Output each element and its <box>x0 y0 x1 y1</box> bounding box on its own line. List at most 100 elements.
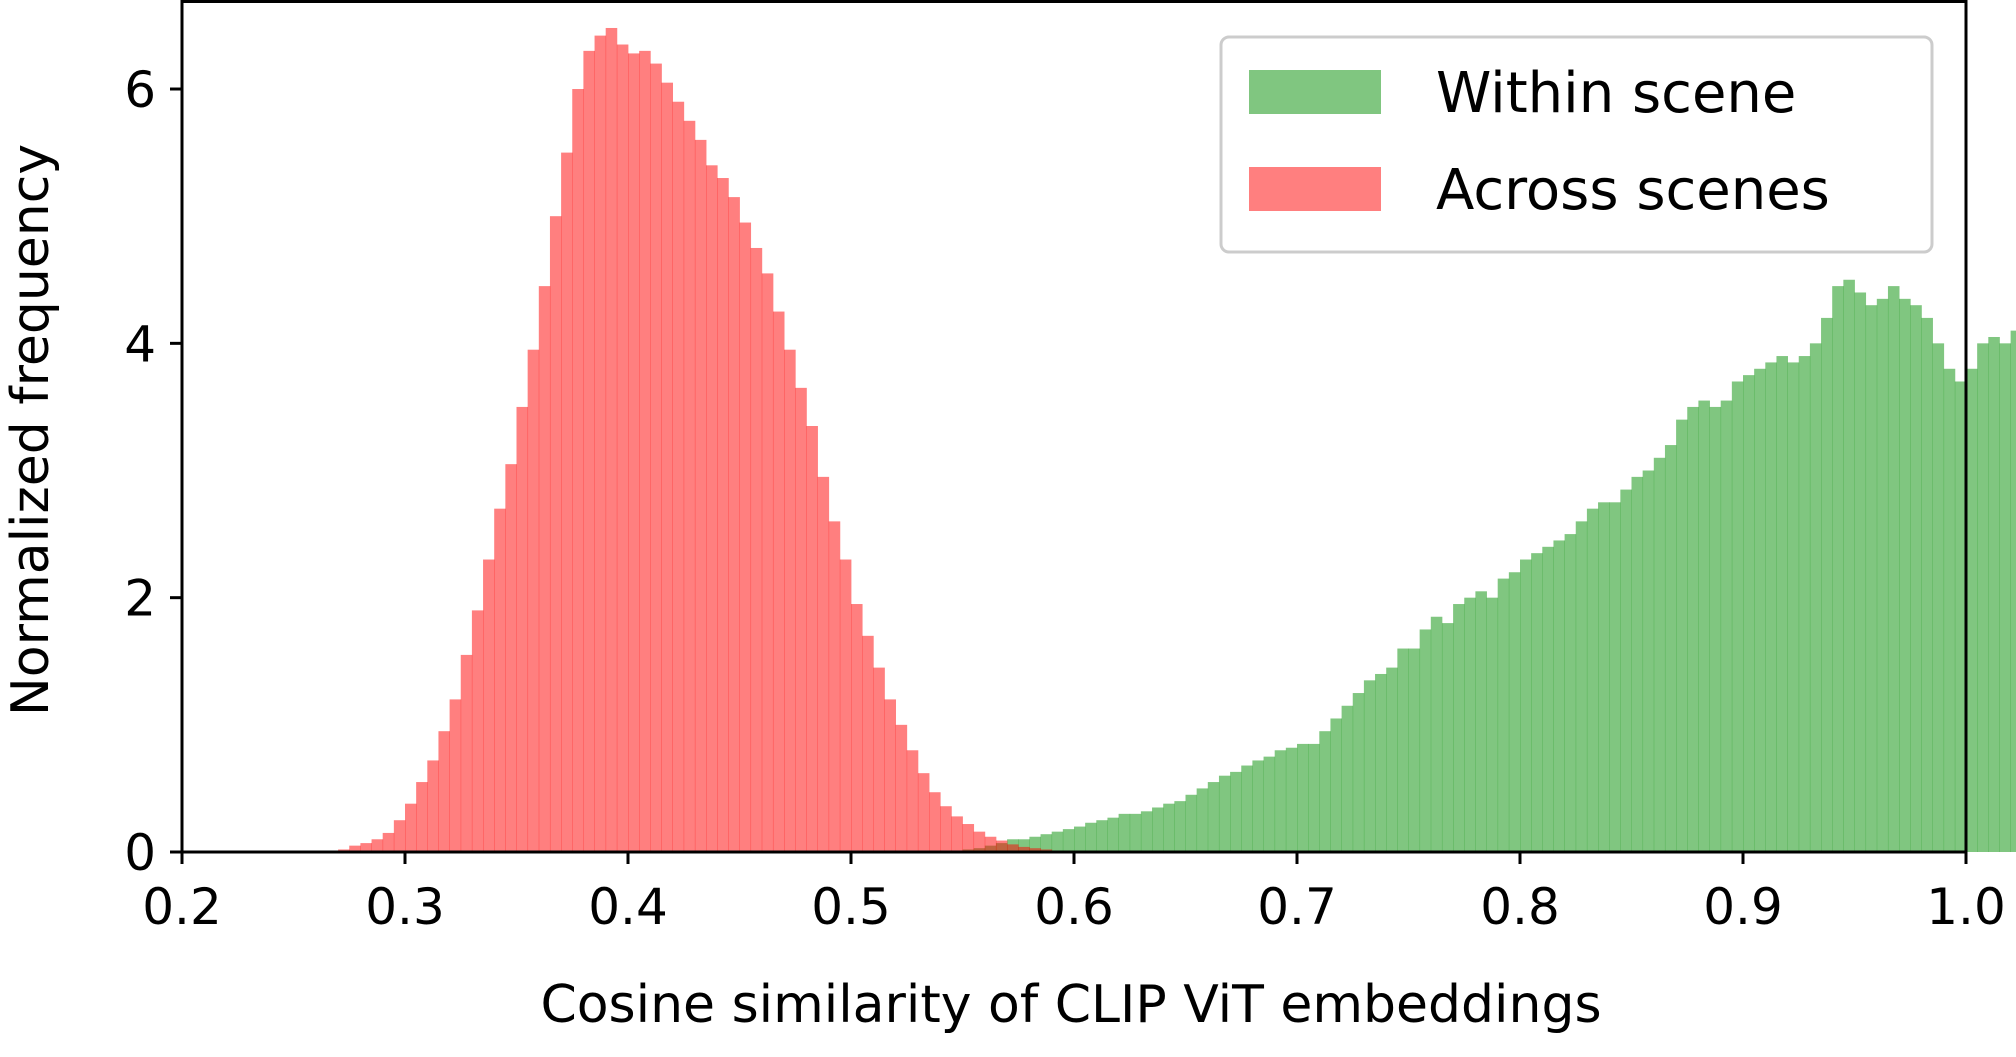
histogram-bar <box>839 559 852 852</box>
histogram-bar <box>1631 476 1644 852</box>
histogram-bar <box>527 349 540 852</box>
histogram-bars <box>338 27 2016 853</box>
histogram-bar <box>1887 286 1900 852</box>
histogram-bar <box>1140 811 1153 852</box>
x-tick-label: 0.6 <box>1034 878 1114 936</box>
histogram-bar <box>1263 756 1276 852</box>
histogram-bar <box>1899 298 1911 853</box>
histogram-bar <box>1185 794 1198 852</box>
histogram-bar <box>1419 629 1432 852</box>
histogram-bar <box>984 836 997 852</box>
histogram-bar <box>728 197 740 853</box>
x-tick-label: 0.7 <box>1257 878 1337 936</box>
histogram-bar <box>1575 521 1588 852</box>
x-tick-label: 0.8 <box>1480 878 1560 936</box>
histogram-bar <box>1319 731 1331 852</box>
histogram-bar <box>2010 330 2016 852</box>
histogram-bar <box>940 806 952 852</box>
histogram-bar <box>494 508 506 852</box>
histogram-bar <box>371 839 384 852</box>
histogram-bar <box>1977 343 1989 852</box>
tick-labels: 0.2 0.3 0.4 0.5 0.6 0.7 0.8 0.9 1.0 0 2 4 6 <box>124 61 2006 936</box>
histogram-bar <box>661 82 673 852</box>
histogram-bar <box>1007 844 1019 852</box>
histogram-bar <box>382 832 395 852</box>
histogram-bar <box>929 792 941 852</box>
histogram-bar <box>393 820 406 852</box>
histogram-bar <box>1497 578 1510 852</box>
histogram-bar <box>438 731 450 852</box>
histogram-bar <box>806 426 818 852</box>
histogram-bar <box>1642 470 1655 852</box>
histogram-bar <box>1609 502 1621 852</box>
histogram-bar <box>427 760 439 852</box>
histogram-bar <box>360 843 372 852</box>
histogram-bar <box>1653 457 1666 852</box>
histogram-bar <box>1598 502 1610 852</box>
histogram-bar <box>1129 813 1142 852</box>
series-1-bars <box>338 27 1064 853</box>
histogram-bar <box>1118 813 1131 852</box>
histogram-bar <box>1430 616 1443 852</box>
histogram-bar <box>1330 718 1342 852</box>
histogram-bar <box>739 222 752 853</box>
histogram-bar <box>1074 826 1086 852</box>
histogram-bar <box>1520 559 1532 852</box>
legend-swatch <box>1249 70 1381 114</box>
histogram-bar <box>1453 604 1465 852</box>
histogram-bar <box>1152 807 1164 852</box>
x-axis-label: Cosine similarity of CLIP ViT embeddings <box>540 975 1601 1035</box>
histogram-bar <box>873 667 885 852</box>
histogram-bar <box>1854 292 1867 853</box>
histogram-bar <box>349 845 361 852</box>
histogram-bar <box>1687 406 1699 852</box>
histogram-bar <box>460 654 473 852</box>
histogram-bar <box>1876 298 1889 853</box>
histogram-bar <box>405 803 417 852</box>
histogram-bar <box>884 699 896 852</box>
histogram-bar <box>1241 765 1253 852</box>
histogram-bar <box>639 50 651 853</box>
histogram-bar <box>973 831 986 852</box>
histogram-bar <box>1397 648 1409 852</box>
histogram-bar <box>795 387 807 852</box>
histogram-bar <box>1029 836 1041 852</box>
histogram-bar <box>895 724 908 852</box>
histogram-bar <box>1709 406 1722 852</box>
histogram-bar <box>995 840 1008 852</box>
histogram-bar <box>1966 368 1978 852</box>
histogram-bar <box>1586 508 1599 852</box>
histogram-bar <box>561 152 573 853</box>
histogram-bar <box>1252 760 1264 852</box>
histogram-bar <box>1464 597 1476 852</box>
histogram-bar <box>1018 839 1030 852</box>
histogram-bar <box>1285 747 1298 852</box>
histogram-bar <box>505 464 517 852</box>
histogram-bar <box>1441 623 1454 852</box>
histogram-bar <box>706 165 718 852</box>
series-0-bars <box>962 279 2016 853</box>
histogram-bar <box>1731 381 1744 852</box>
histogram-bar <box>1999 343 2011 852</box>
x-tick-label: 0.5 <box>811 878 891 936</box>
histogram-bar <box>962 824 975 852</box>
x-tick-label: 0.9 <box>1703 878 1783 936</box>
histogram-bar <box>1832 286 1844 852</box>
histogram-bar <box>1809 343 1822 852</box>
histogram-bar <box>1408 648 1421 852</box>
histogram-bar <box>817 476 830 852</box>
histogram-bar <box>851 604 863 852</box>
legend-box <box>1219 35 1934 254</box>
histogram-bar <box>538 286 551 852</box>
histogram-bar <box>1865 305 1878 852</box>
histogram-bar <box>1765 362 1777 852</box>
histogram-bar <box>750 247 763 853</box>
histogram-bar <box>862 635 874 852</box>
histogram-bar <box>1508 572 1521 852</box>
histogram-bar <box>449 699 462 852</box>
histogram-bar <box>1843 279 1855 852</box>
histogram-bar <box>1230 771 1242 852</box>
histogram-bar <box>1029 848 1041 852</box>
histogram-bar <box>483 559 495 852</box>
